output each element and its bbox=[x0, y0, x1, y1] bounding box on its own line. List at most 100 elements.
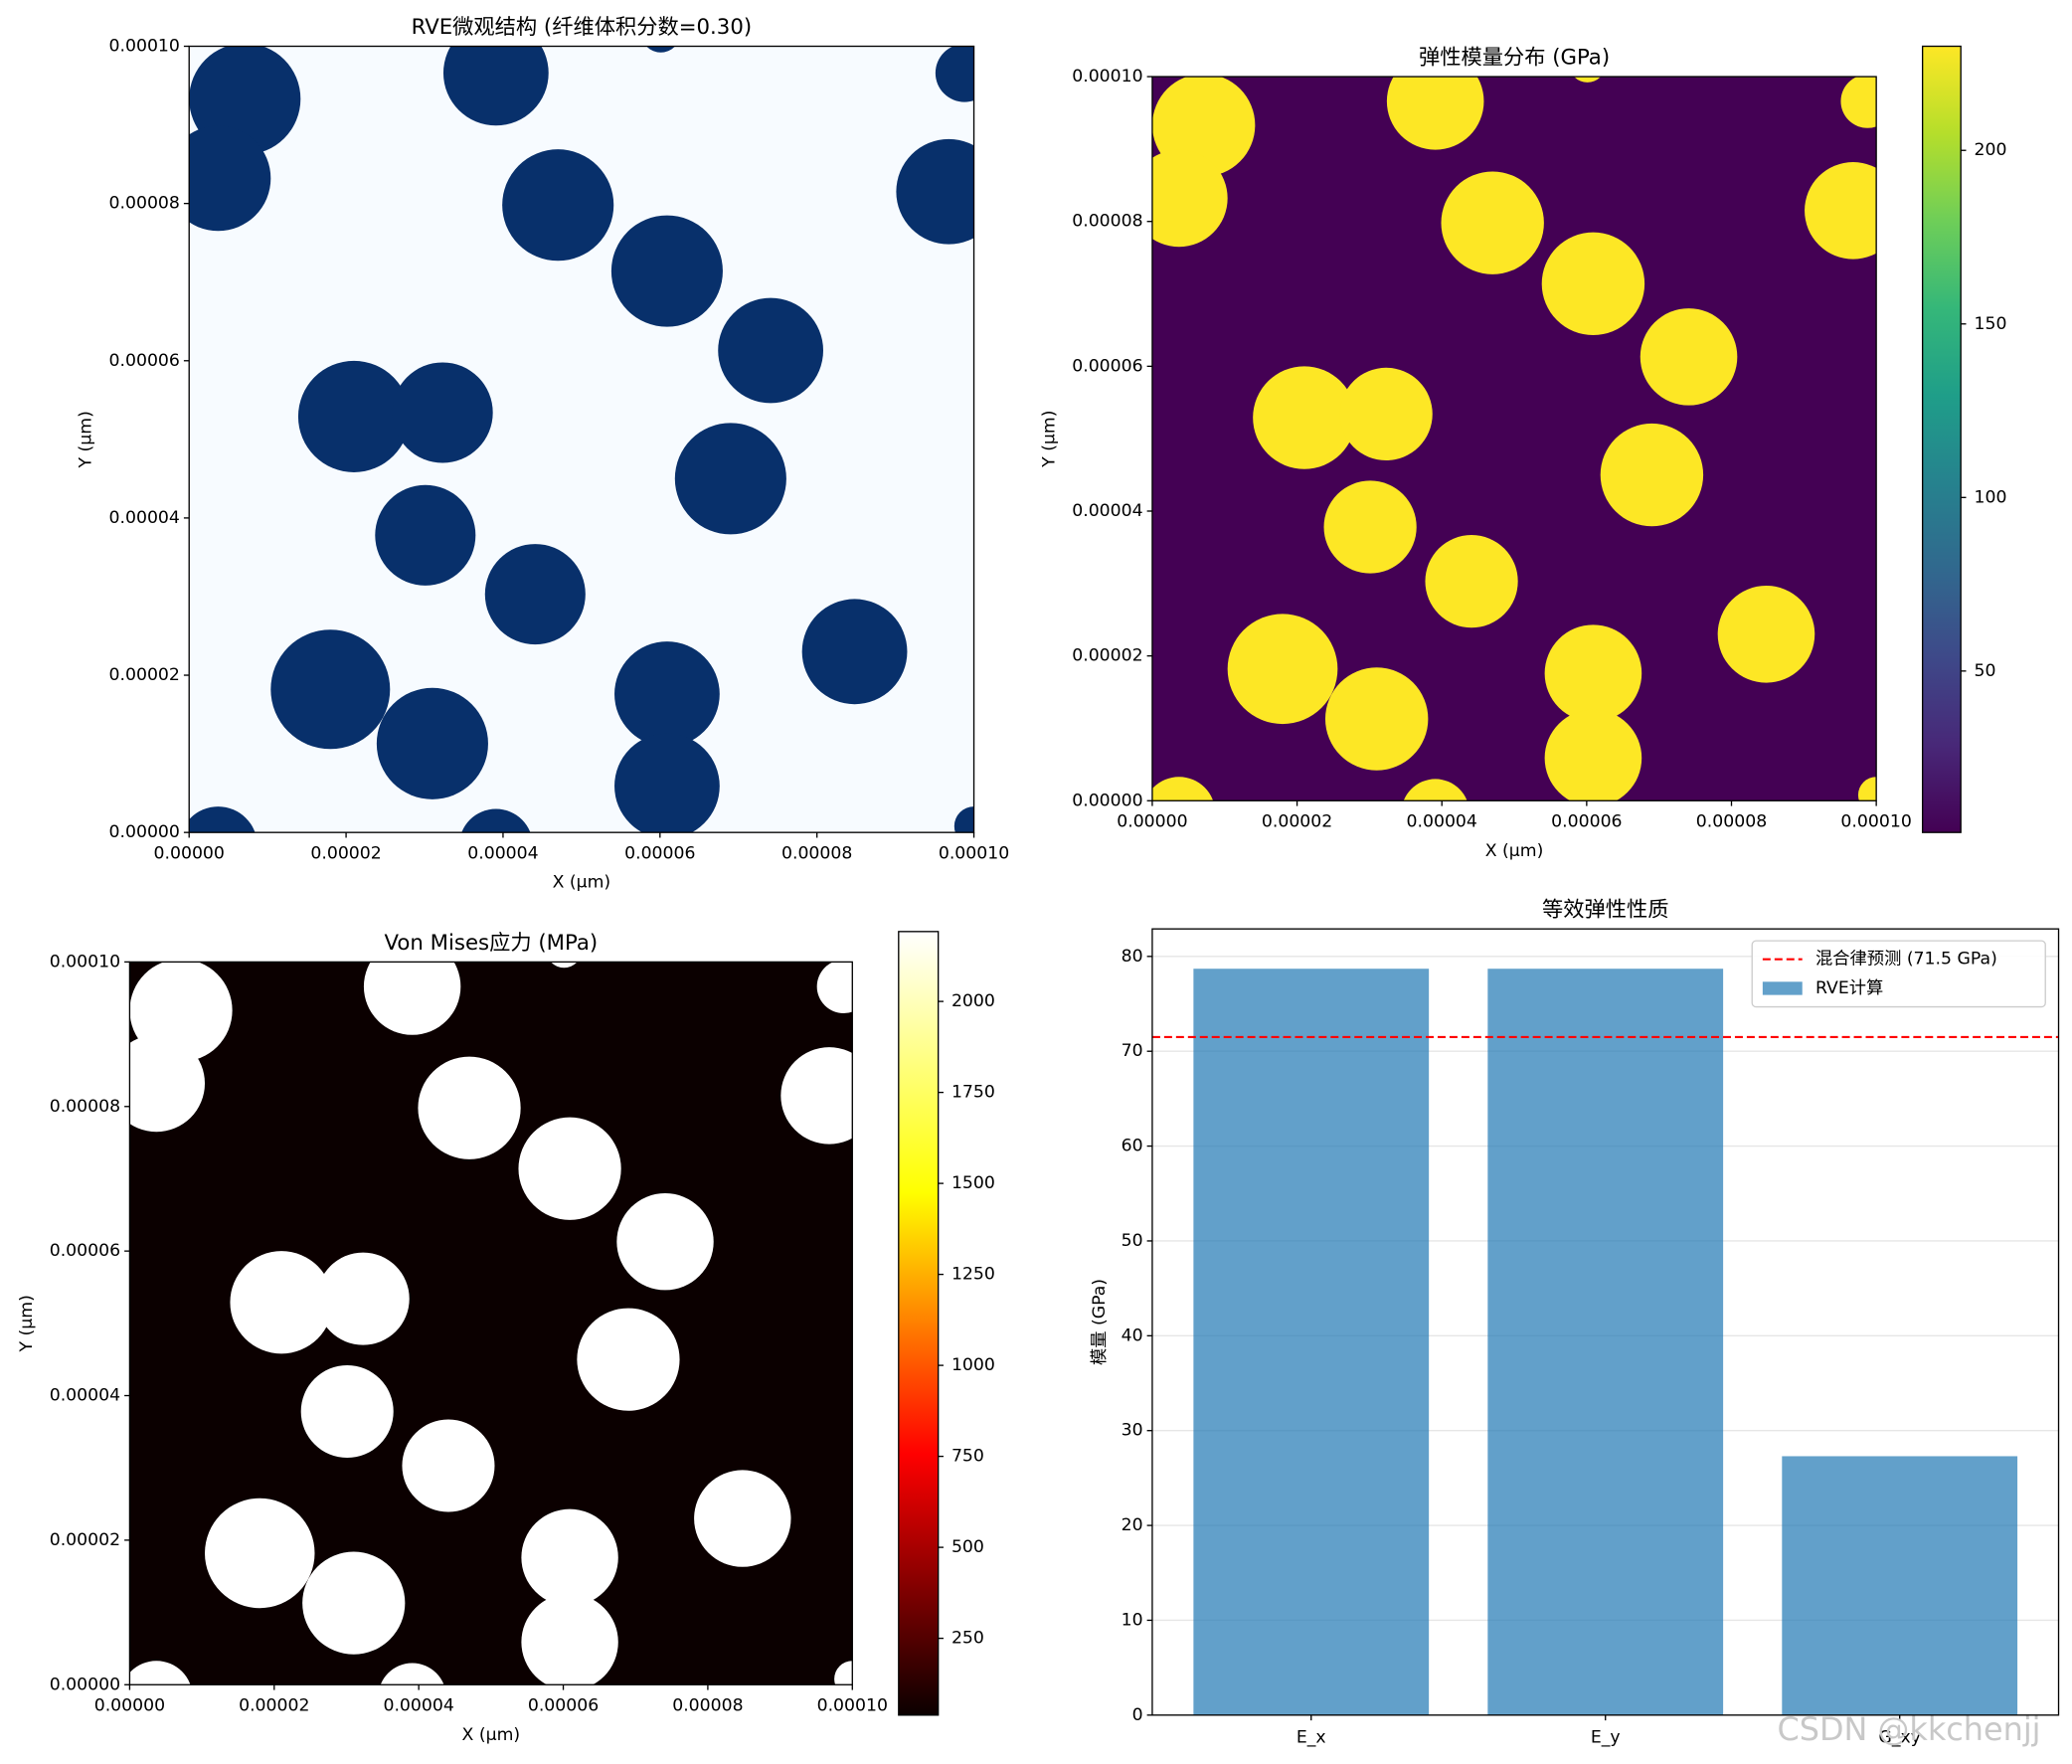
colorbar bbox=[1921, 45, 1962, 833]
fiber bbox=[129, 1034, 205, 1133]
x-tick-label: 0.00002 bbox=[1262, 812, 1332, 832]
fiber bbox=[1151, 777, 1214, 801]
x-tick-label: 0.00004 bbox=[467, 843, 538, 863]
y-tick-label: 0.00008 bbox=[1072, 212, 1142, 232]
fiber bbox=[1544, 624, 1642, 722]
x-tick-label: 0.00008 bbox=[672, 1696, 743, 1716]
title: 等效弹性性质 bbox=[1542, 898, 1669, 923]
fiber bbox=[646, 46, 676, 53]
colorbar-tick-label: 1500 bbox=[951, 1173, 995, 1193]
y-tick-label: 0.00004 bbox=[109, 508, 180, 528]
colorbar-tick-label: 150 bbox=[1974, 314, 2006, 334]
x-tick-label: 0.00000 bbox=[154, 843, 225, 863]
axes-frame bbox=[128, 961, 853, 1685]
fiber bbox=[577, 1308, 680, 1411]
fiber bbox=[694, 1470, 791, 1567]
y-axis-label: Y (μm) bbox=[1039, 411, 1059, 468]
fiber bbox=[1805, 162, 1877, 260]
bar bbox=[1193, 969, 1430, 1715]
fiber bbox=[1227, 614, 1338, 725]
fiber bbox=[316, 1252, 410, 1345]
fiber bbox=[1151, 149, 1228, 248]
fiber bbox=[376, 687, 488, 799]
x-tick-label: 0.00010 bbox=[1840, 812, 1911, 832]
colorbar-tick-label: 1250 bbox=[951, 1265, 995, 1285]
y-tick-label: 70 bbox=[1122, 1041, 1143, 1061]
fiber bbox=[674, 423, 786, 535]
fiber bbox=[610, 215, 723, 327]
y-tick-label: 20 bbox=[1122, 1515, 1143, 1535]
colorbar-tick-label: 100 bbox=[1974, 487, 2006, 507]
fiber bbox=[1574, 77, 1601, 83]
x-tick-label: 0.00008 bbox=[781, 843, 852, 863]
y-tick-label: 0.00004 bbox=[50, 1386, 120, 1406]
y-axis-label: 模量 (GPa) bbox=[1090, 1279, 1110, 1365]
fiber bbox=[801, 599, 908, 705]
x-tick-label: E_x bbox=[1296, 1727, 1326, 1747]
y-tick-label: 80 bbox=[1122, 947, 1143, 967]
fiber bbox=[953, 806, 974, 833]
fiber bbox=[1403, 779, 1468, 801]
x-axis-label: X (μm) bbox=[462, 1725, 521, 1745]
fiber bbox=[521, 1593, 618, 1685]
x-axis-label: X (μm) bbox=[553, 873, 611, 893]
image bbox=[1151, 77, 1877, 801]
x-tick-label: 0.00004 bbox=[1407, 812, 1477, 832]
fiber bbox=[1544, 709, 1642, 801]
fiber bbox=[1717, 585, 1815, 683]
fiber bbox=[1600, 423, 1704, 527]
y-tick-label: 0.00006 bbox=[50, 1241, 120, 1261]
fiber bbox=[205, 1498, 315, 1609]
legend-box bbox=[1751, 940, 2046, 1008]
colorbar-tick-label: 2000 bbox=[951, 991, 995, 1011]
fiber bbox=[616, 1192, 714, 1291]
fiber bbox=[375, 484, 476, 586]
x-tick-label: 0.00006 bbox=[624, 843, 695, 863]
x-tick-label: G_xy bbox=[1878, 1727, 1920, 1747]
axes-frame bbox=[1151, 928, 2060, 1716]
legend-label: RVE计算 bbox=[1815, 978, 1883, 998]
fiber bbox=[550, 962, 578, 969]
x-tick-label: 0.00000 bbox=[94, 1696, 165, 1716]
fiber bbox=[896, 138, 974, 245]
x-tick-label: E_y bbox=[1591, 1727, 1621, 1747]
y-tick-label: 0.00010 bbox=[1072, 67, 1142, 87]
fiber bbox=[614, 733, 720, 833]
fiber bbox=[302, 1551, 406, 1655]
fiber bbox=[816, 962, 853, 1013]
y-tick-label: 0 bbox=[1132, 1705, 1143, 1725]
x-axis-label: X (μm) bbox=[1485, 841, 1544, 861]
bar bbox=[1782, 1456, 2018, 1715]
axes-frame bbox=[1151, 76, 1877, 801]
watermark: CSDN @kkchenjj bbox=[1777, 1710, 2040, 1748]
y-tick-label: 50 bbox=[1122, 1231, 1143, 1251]
y-tick-label: 10 bbox=[1122, 1610, 1143, 1630]
y-tick-label: 0.00000 bbox=[1072, 791, 1142, 810]
fiber bbox=[1640, 308, 1738, 406]
colorbar-tick-label: 750 bbox=[951, 1447, 984, 1467]
fiber bbox=[1253, 366, 1356, 469]
fiber bbox=[380, 1663, 444, 1685]
colorbar-tick-label: 200 bbox=[1974, 140, 2006, 160]
fiber bbox=[461, 808, 531, 833]
fiber bbox=[1323, 480, 1417, 574]
y-tick-label: 0.00006 bbox=[109, 351, 180, 371]
fiber bbox=[418, 1056, 521, 1159]
colorbar-tick-label: 250 bbox=[951, 1629, 984, 1649]
fiber bbox=[1441, 171, 1544, 274]
fiber bbox=[614, 641, 720, 747]
fiber bbox=[518, 1117, 621, 1220]
x-tick-label: 0.00010 bbox=[939, 843, 1009, 863]
colorbar-tick-label: 500 bbox=[951, 1537, 984, 1557]
y-tick-label: 0.00002 bbox=[50, 1530, 120, 1550]
image bbox=[129, 962, 853, 1685]
fiber bbox=[189, 125, 271, 232]
fiber bbox=[935, 46, 974, 102]
fiber bbox=[230, 1251, 333, 1354]
fiber bbox=[834, 1661, 853, 1685]
x-tick-label: 0.00002 bbox=[310, 843, 381, 863]
fiber bbox=[521, 1508, 618, 1607]
colorbar-tick-label: 1000 bbox=[951, 1355, 995, 1375]
y-tick-label: 0.00002 bbox=[1072, 646, 1142, 666]
